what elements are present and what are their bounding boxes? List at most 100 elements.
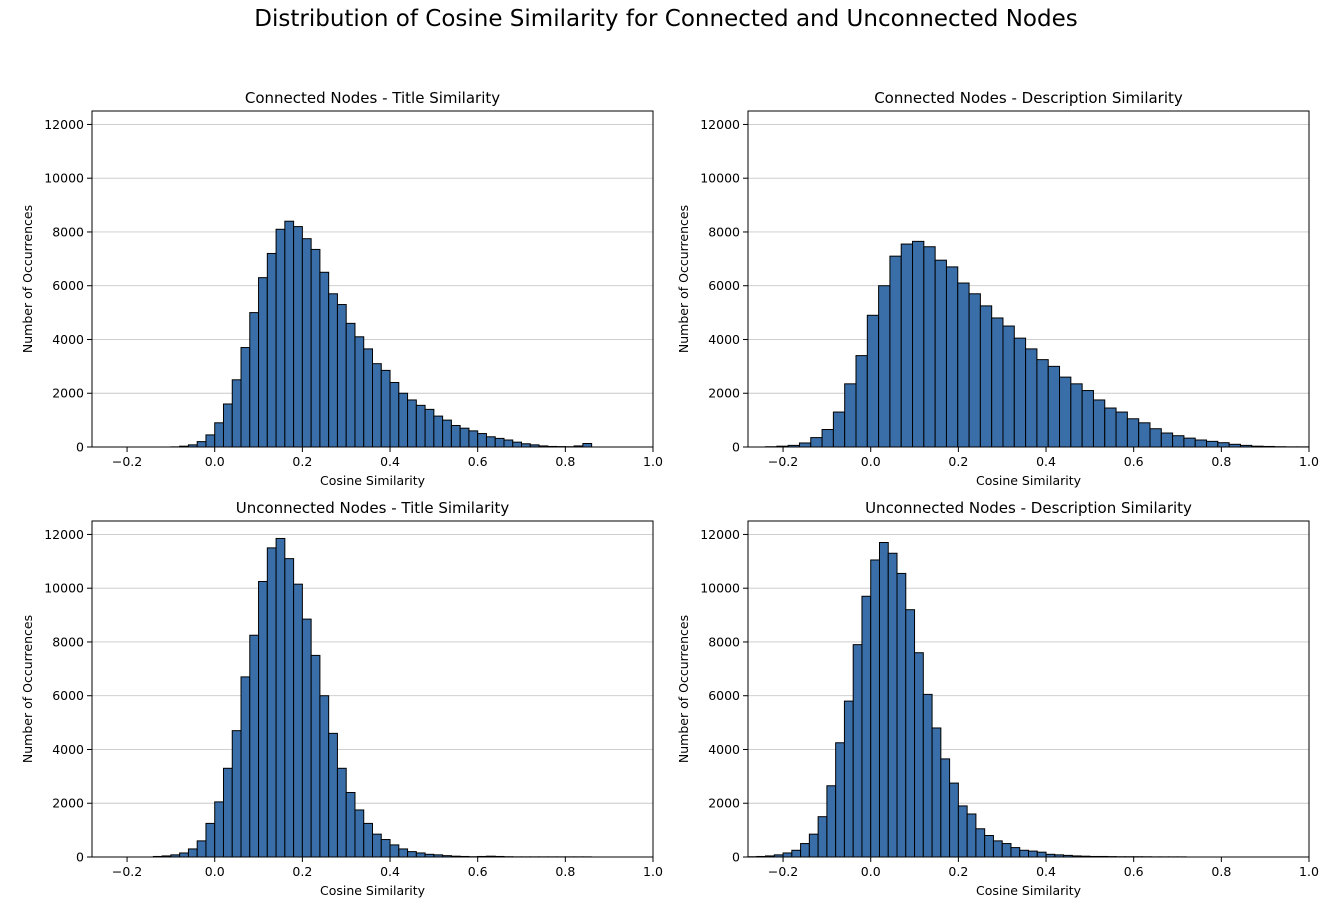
histogram-bar (363, 348, 373, 447)
y-tick-label: 6000 (52, 278, 84, 293)
histogram-bar (975, 828, 986, 857)
x-tick-label: 0.8 (1211, 864, 1231, 879)
y-tick-label: 10000 (44, 171, 84, 186)
x-tick-label: −0.2 (112, 454, 142, 469)
histogram-bar (266, 252, 277, 447)
y-tick-label: 10000 (700, 171, 740, 186)
histogram-bar (310, 248, 321, 447)
y-tick-label: 2000 (708, 386, 740, 401)
y-tick-label: 0 (76, 440, 84, 455)
y-tick-label: 10000 (700, 581, 740, 596)
histogram-bar (249, 634, 260, 857)
y-axis-label: Number of Occurrences (676, 615, 691, 763)
histogram-bar (1172, 435, 1185, 447)
histogram-bar (266, 547, 277, 857)
y-tick-label: 6000 (708, 688, 740, 703)
histogram-bar (940, 758, 951, 857)
histogram-bar (284, 558, 295, 857)
x-tick-label: 0.2 (292, 454, 312, 469)
histogram-bar (1092, 399, 1106, 447)
histogram-bar (398, 392, 409, 447)
y-tick-label: 4000 (52, 742, 84, 757)
histogram-bar (798, 442, 812, 447)
x-tick-label: 0.2 (948, 454, 968, 469)
x-tick-label: −0.2 (112, 864, 142, 879)
x-tick-label: 0.2 (292, 864, 312, 879)
y-tick-label: 8000 (52, 224, 84, 239)
y-tick-label: 2000 (708, 796, 740, 811)
histogram-bar (310, 654, 321, 857)
y-tick-label: 8000 (52, 634, 84, 649)
axes-frame (91, 110, 654, 448)
histogram-bar (1126, 418, 1140, 447)
y-tick-label: 10000 (44, 581, 84, 596)
histogram-bar (214, 422, 224, 447)
histogram-bar (372, 363, 382, 447)
histogram-bar (485, 436, 496, 447)
x-axis-label: Cosine Similarity (976, 883, 1082, 898)
histogram-bar (205, 434, 216, 447)
histogram-bar (205, 822, 216, 857)
histogram-bar (810, 437, 823, 447)
histogram-bar (363, 822, 373, 857)
histogram-bar (503, 439, 514, 447)
histogram-bar (1160, 432, 1174, 447)
subplot-title: Connected Nodes - Description Similarity (874, 89, 1183, 107)
y-tick-label: 4000 (708, 332, 740, 347)
histogram-bar (275, 228, 286, 447)
histogram-bar (293, 226, 303, 447)
histogram-bar (1070, 383, 1083, 447)
axes-frame (747, 110, 1310, 448)
histogram-bar (179, 852, 189, 857)
histogram-bar (914, 652, 924, 857)
histogram-bar (1115, 411, 1128, 447)
histogram-bar (905, 609, 916, 857)
x-axis-label: Cosine Similarity (320, 473, 426, 488)
histogram-bar (424, 408, 435, 447)
histogram-bar (1138, 422, 1151, 447)
histogram-bar (380, 839, 391, 857)
histogram-bar (945, 266, 959, 447)
y-tick-label: 0 (76, 850, 84, 865)
y-tick-label: 8000 (708, 634, 740, 649)
histogram-bar (1036, 851, 1047, 857)
y-tick-label: 6000 (708, 278, 740, 293)
histogram-bar (231, 730, 242, 857)
histogram-bar (222, 767, 233, 857)
figure-title: Distribution of Cosine Similarity for Co… (254, 6, 1078, 32)
histogram-bar (336, 767, 347, 857)
histogram-bar (957, 282, 970, 447)
histogram-bars (765, 240, 1309, 447)
histogram-bar (934, 259, 947, 447)
histogram-bar (1183, 437, 1196, 447)
histogram-bar (1081, 390, 1094, 447)
histogram-bar (442, 419, 452, 447)
histogram-bar (319, 695, 330, 857)
histogram-bars (170, 220, 593, 447)
histogram-bar (844, 383, 857, 447)
axes-frame (747, 520, 1310, 858)
histogram-bar (328, 732, 338, 857)
histogram-bar (1025, 348, 1038, 447)
histogram-bar (354, 809, 365, 857)
histogram-bar (887, 552, 898, 857)
histogram-bar (782, 852, 793, 857)
histogram-bar (1194, 439, 1208, 447)
histogram-bar (991, 317, 1004, 447)
histogram-bar (966, 813, 977, 857)
histogram-bar (196, 441, 207, 447)
histogram-bar (922, 693, 933, 857)
histogram-bar (1002, 325, 1015, 447)
histogram-bar (1028, 850, 1038, 857)
histogram-bar (832, 411, 846, 447)
histogram-bar (345, 791, 356, 857)
histogram-bar (468, 430, 479, 447)
histogram-bar (187, 848, 198, 857)
subplot-title: Connected Nodes - Title Similarity (245, 89, 500, 107)
x-tick-label: 0.0 (205, 454, 225, 469)
histogram-bar (196, 840, 207, 857)
histogram-bars (152, 537, 593, 857)
y-axis-label: Number of Occurrences (20, 205, 35, 353)
histogram-bar (222, 403, 233, 447)
x-tick-label: −0.2 (768, 454, 798, 469)
